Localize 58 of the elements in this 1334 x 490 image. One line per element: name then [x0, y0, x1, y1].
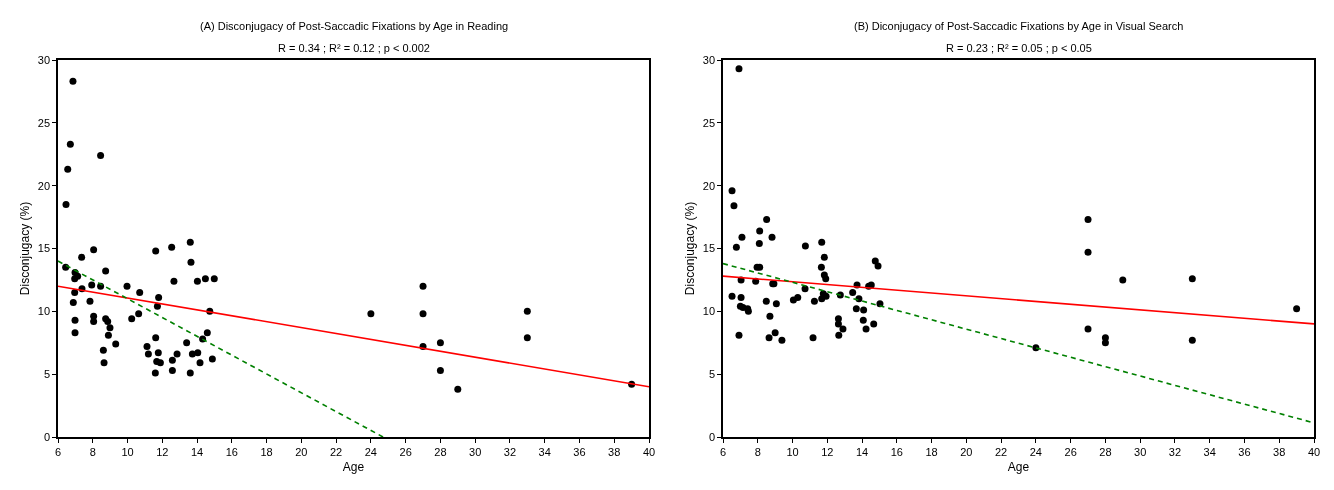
x-tick-label: 38 — [1273, 445, 1286, 458]
x-tick-label: 16 — [890, 445, 903, 458]
x-tick-label: 18 — [925, 445, 938, 458]
x-tick-label: 22 — [329, 445, 343, 458]
x-axis-title: Age — [1007, 460, 1030, 475]
x-tick-label: 10 — [786, 445, 799, 458]
y-tick-label: 25 — [702, 116, 716, 129]
x-tick-label: 36 — [573, 445, 586, 458]
x-tick-label: 14 — [855, 445, 869, 458]
x-tick-label: 12 — [821, 445, 834, 458]
y-axis-title: Disconjugacy (%) — [682, 201, 697, 296]
x-tick-label: 36 — [1238, 445, 1251, 458]
x-tick-label: 28 — [434, 445, 447, 458]
x-tick-label: 40 — [1307, 445, 1321, 458]
y-tick-label: 5 — [43, 368, 51, 381]
x-tick-label: 20 — [960, 445, 973, 458]
chart-subtitle: R = 0.23 ; R² = 0.05 ; p < 0.05 — [946, 42, 1092, 54]
x-tick-label: 8 — [754, 445, 761, 458]
x-tick-label: 12 — [156, 445, 169, 458]
x-tick-label: 6 — [719, 445, 727, 458]
x-tick-label: 26 — [1064, 445, 1077, 458]
y-tick-label: 20 — [37, 179, 51, 192]
y-tick-label: 30 — [702, 53, 716, 66]
x-tick-label: 26 — [399, 445, 412, 458]
x-tick-label: 24 — [364, 445, 378, 458]
y-tick-label: 20 — [702, 179, 716, 192]
x-tick-label: 6 — [54, 445, 62, 458]
chart-title: (A) Disconjugacy of Post-Saccadic Fixations by Age in Reading — [200, 20, 509, 32]
x-tick-label: 20 — [295, 445, 308, 458]
x-tick-label: 24 — [1029, 445, 1043, 458]
x-tick-label: 8 — [89, 445, 96, 458]
x-tick-label: 16 — [225, 445, 238, 458]
y-tick-label: 5 — [708, 368, 716, 381]
chart-subtitle: R = 0.34 ; R² = 0.12 ; p < 0.002 — [278, 42, 430, 54]
x-tick-label: 22 — [994, 445, 1008, 458]
x-tick-label: 18 — [260, 445, 273, 458]
y-axis-title: Disconjugacy (%) — [17, 201, 32, 296]
x-tick-label: 28 — [1099, 445, 1112, 458]
x-axis-title: Age — [342, 460, 365, 475]
x-tick-label: 14 — [190, 445, 204, 458]
y-tick-label: 0 — [43, 430, 51, 443]
x-tick-label: 34 — [538, 445, 551, 458]
chart-title: (B) Diconjugacy of Post-Saccadic Fixations by Age in Visual Search — [854, 20, 1184, 32]
x-tick-label: 38 — [608, 445, 621, 458]
y-tick-label: 10 — [37, 305, 51, 318]
x-tick-label: 30 — [1134, 445, 1147, 458]
y-tick-label: 15 — [37, 242, 51, 255]
y-tick-label: 30 — [37, 53, 51, 66]
x-tick-label: 10 — [121, 445, 134, 458]
x-tick-label: 32 — [503, 445, 517, 458]
x-tick-label: 30 — [469, 445, 482, 458]
y-tick-label: 25 — [37, 116, 51, 129]
x-tick-label: 40 — [642, 445, 656, 458]
y-tick-label: 10 — [702, 305, 716, 318]
y-tick-label: 0 — [708, 430, 716, 443]
x-tick-label: 34 — [1203, 445, 1216, 458]
y-tick-label: 15 — [702, 242, 716, 255]
x-tick-label: 32 — [1168, 445, 1182, 458]
